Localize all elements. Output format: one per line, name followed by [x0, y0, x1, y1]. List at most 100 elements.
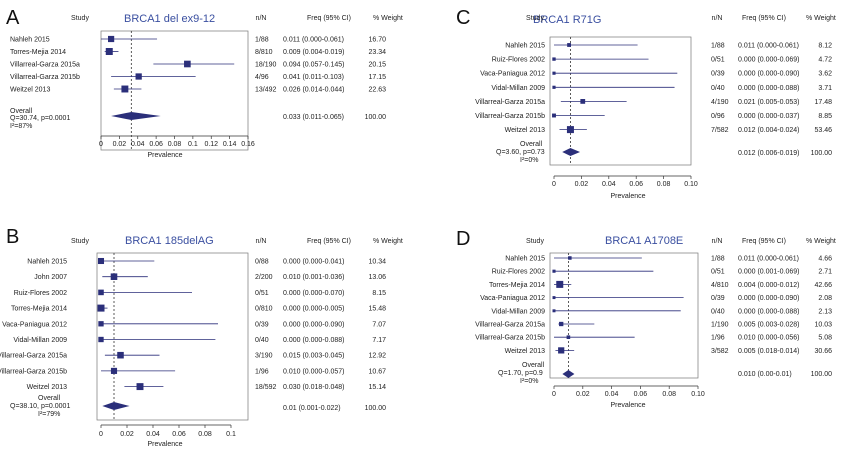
- x-tick-label: 0.02: [113, 141, 127, 148]
- study-nn: 13/492: [255, 87, 277, 94]
- overall-label: Overall: [520, 141, 543, 148]
- study-estimate-marker: [559, 321, 564, 327]
- study-weight: 17.48: [814, 99, 832, 106]
- study-weight: 22.63: [368, 87, 386, 94]
- study-weight: 17.15: [368, 74, 386, 81]
- study-freq: 0.000 (0.000-0.088): [738, 308, 800, 315]
- study-estimate-marker: [552, 309, 556, 313]
- study-freq: 0.030 (0.018-0.048): [283, 384, 345, 391]
- study-name: Weitzel 2013: [505, 348, 545, 355]
- overall-label: Overall: [38, 395, 61, 402]
- forest-panel-d: D BRCA1 A1708E Study n/N Freq (95% CI) % Weig…: [456, 228, 836, 409]
- x-tick-label: 0.08: [198, 431, 212, 438]
- header-weight: % Weight: [373, 15, 403, 22]
- study-estimate-marker: [558, 347, 565, 354]
- x-tick-label: 0.04: [605, 391, 619, 398]
- panel-title: BRCA1 del ex9-12: [124, 13, 215, 25]
- x-tick-label: 0.14: [223, 141, 237, 148]
- header-weight: % Weight: [373, 238, 403, 245]
- study-estimate-marker: [108, 35, 115, 43]
- study-name: Ruiz-Flores 2002: [492, 269, 545, 276]
- study-nn: 0/39: [711, 71, 725, 78]
- study-name: Torres-Mejia 2014: [11, 306, 67, 313]
- study-nn: 3/190: [255, 353, 273, 360]
- study-row: Villarreal-Garza 2015a 4/190 0.021 (0.005-…: [475, 99, 832, 106]
- study-nn: 4/810: [711, 282, 729, 289]
- study-name: Ruiz-Flores 2002: [492, 57, 545, 64]
- overall-label: Overall: [522, 362, 545, 369]
- x-tick-label: 0.02: [576, 391, 590, 398]
- study-weight: 30.66: [814, 348, 832, 355]
- header-nn: n/N: [256, 15, 267, 22]
- x-tick-label: 0.08: [657, 181, 671, 188]
- study-freq: 0.000 (0.000-0.005): [283, 306, 345, 313]
- x-axis: 0 0.02 0.04 0.06 0.08 0.10 Prevalence: [552, 175, 698, 200]
- header-study: Study: [526, 15, 544, 22]
- plot-frame: [96, 252, 249, 421]
- study-estimate-marker: [566, 126, 574, 134]
- study-estimate-marker: [110, 273, 118, 280]
- study-estimate-marker: [566, 335, 571, 339]
- study-weight: 42.66: [814, 282, 832, 289]
- study-name: Vidal-Millan 2009: [13, 337, 67, 344]
- study-freq: 0.021 (0.005-0.053): [738, 99, 800, 106]
- study-nn: 0/51: [711, 57, 725, 64]
- x-tick-label: 0.10: [691, 391, 705, 398]
- study-name: Vaca-Paniagua 2012: [2, 321, 67, 328]
- study-freq: 0.010 (0.000-0.056): [738, 335, 800, 342]
- panel-letter: D: [456, 228, 470, 250]
- study-weight: 4.72: [818, 57, 832, 64]
- heterogeneity-q: Q=3.60, p=0.73: [496, 149, 545, 156]
- x-axis: 0 0.02 0.04 0.06 0.08 0.1 0.12 0.14 0.16 Prevalen…: [99, 135, 255, 159]
- x-tick-label: 0.06: [149, 141, 163, 148]
- study-name: Villarreal-Garza 2015a: [10, 62, 80, 69]
- study-nn: 0/810: [255, 306, 273, 313]
- study-weight: 16.70: [368, 37, 386, 44]
- study-nn: 0/40: [711, 308, 725, 315]
- study-estimate-marker: [98, 336, 104, 343]
- study-nn: 1/88: [711, 43, 725, 50]
- study-weight: 4.66: [818, 256, 832, 263]
- overall-freq: 0.012 (0.006-0.019): [738, 150, 800, 157]
- study-row: Vaca-Paniagua 2012 0/39 0.000 (0.000-0.090…: [2, 321, 386, 328]
- study-estimate-marker: [184, 60, 191, 68]
- study-freq: 0.005 (0.018-0.014): [738, 348, 800, 355]
- study-freq: 0.000 (0.000-0.090): [283, 321, 345, 328]
- study-weight: 10.34: [368, 259, 386, 266]
- study-estimate-marker: [98, 321, 104, 327]
- heterogeneity-q: Q=38.10, p=0.0001: [10, 403, 70, 410]
- study-estimate-marker: [552, 85, 556, 89]
- study-row: Vaca-Paniagua 2012 0/39 0.000 (0.000-0.090…: [480, 295, 832, 302]
- study-freq: 0.015 (0.003-0.045): [283, 353, 345, 360]
- overall-freq: 0.010 (0.00-0.01): [738, 371, 792, 378]
- study-estimate-marker: [556, 280, 564, 288]
- study-weight: 8.85: [818, 113, 832, 120]
- study-row: Weitzel 2013 3/582 0.005 (0.018-0.014) 30.6…: [505, 347, 832, 355]
- header-study: Study: [71, 238, 89, 245]
- header-weight: % Weight: [806, 15, 836, 22]
- heterogeneity-q: Q=1.70, p=0.9: [498, 370, 543, 377]
- study-freq: 0.009 (0.004-0.019): [283, 49, 345, 56]
- study-freq: 0.012 (0.004-0.024): [738, 127, 800, 134]
- study-freq: 0.011 (0.000-0.061): [738, 256, 799, 263]
- study-estimate-marker: [568, 256, 572, 260]
- heterogeneity-i2: I²=79%: [38, 411, 60, 418]
- study-nn: 0/96: [711, 113, 725, 120]
- study-weight: 12.92: [368, 353, 386, 360]
- overall-diamond: [562, 148, 581, 156]
- study-name: John 2007: [34, 274, 67, 281]
- study-name: Ruiz-Flores 2002: [14, 290, 67, 297]
- header-weight: % Weight: [806, 238, 836, 245]
- x-axis-label: Prevalence: [610, 402, 645, 409]
- study-estimate-marker: [136, 383, 144, 391]
- x-axis-label: Prevalence: [610, 193, 645, 200]
- study-estimate-marker: [552, 57, 556, 61]
- study-freq: 0.041 (0.011-0.103): [283, 74, 344, 81]
- overall-weight: 100.00: [811, 371, 833, 378]
- study-weight: 2.13: [818, 308, 832, 315]
- study-estimate-marker: [98, 289, 104, 296]
- study-name: Villarreal-Garza 2015b: [0, 368, 67, 375]
- study-nn: 4/190: [711, 99, 729, 106]
- study-row: John 2007 2/200 0.010 (0.001-0.036) 13.06: [34, 273, 386, 281]
- study-weight: 8.15: [372, 290, 386, 297]
